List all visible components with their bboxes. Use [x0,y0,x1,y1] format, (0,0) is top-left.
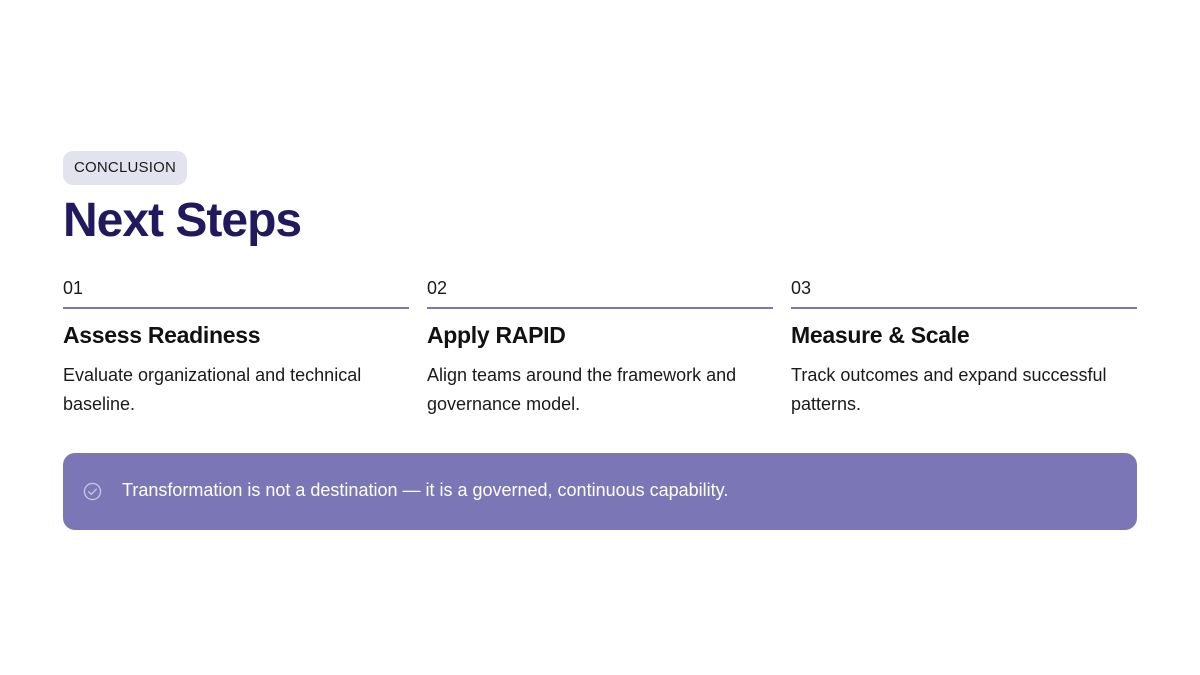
step-item: 03 Measure & Scale Track outcomes and ex… [791,277,1137,419]
page-title: Next Steps [63,194,302,247]
step-description: Track outcomes and expand successful pat… [791,365,1107,414]
step-title: Assess Readiness [63,322,261,348]
step-number: 01 [63,277,409,309]
conclusion-banner: Transformation is not a destination — it… [63,453,1137,530]
steps-list: 01 Assess Readiness Evaluate organizatio… [63,277,1137,419]
step-item: 01 Assess Readiness Evaluate organizatio… [63,277,409,419]
check-circle-icon [83,482,102,501]
step-number: 02 [427,277,773,309]
step-number: 03 [791,277,1137,309]
step-title: Apply RAPID [427,322,566,348]
slide-content: CONCLUSION Next Steps 01 Assess Readines… [63,151,1137,530]
step-title: Measure & Scale [791,322,970,348]
step-description: Evaluate organizational and technical ba… [63,365,362,414]
step-item: 02 Apply RAPID Align teams around the fr… [427,277,773,419]
banner-text: Transformation is not a destination — it… [122,480,729,500]
section-tag: CONCLUSION [63,151,188,185]
step-description: Align teams around the framework and gov… [427,365,737,414]
